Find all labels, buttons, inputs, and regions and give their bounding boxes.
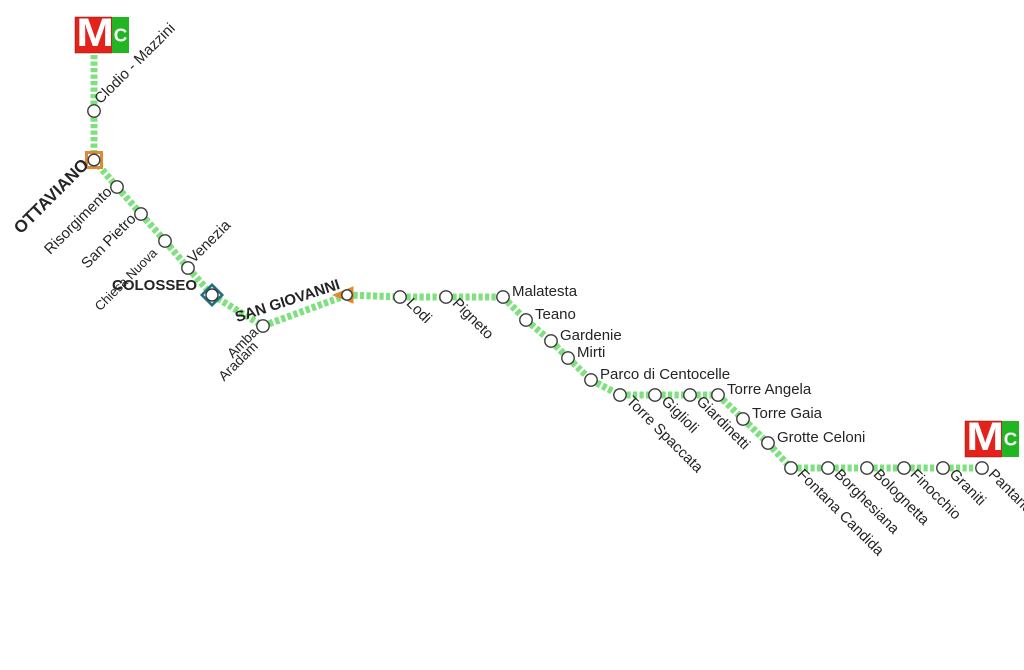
svg-text:C: C [114,24,128,45]
svg-text:Mirti: Mirti [577,344,605,361]
svg-text:Torre Gaia: Torre Gaia [752,405,823,422]
svg-text:C: C [1004,428,1018,449]
svg-text:Teano: Teano [535,306,576,323]
svg-text:Grotte Celoni: Grotte Celoni [777,429,865,446]
svg-text:M: M [966,414,1004,459]
svg-text:Gardenie: Gardenie [560,327,622,344]
svg-text:M: M [76,10,114,55]
svg-text:COLOSSEO: COLOSSEO [112,277,197,294]
svg-text:Parco di Centocelle: Parco di Centocelle [600,366,730,383]
svg-text:Malatesta: Malatesta [512,283,578,300]
svg-text:Torre Angela: Torre Angela [727,381,812,398]
